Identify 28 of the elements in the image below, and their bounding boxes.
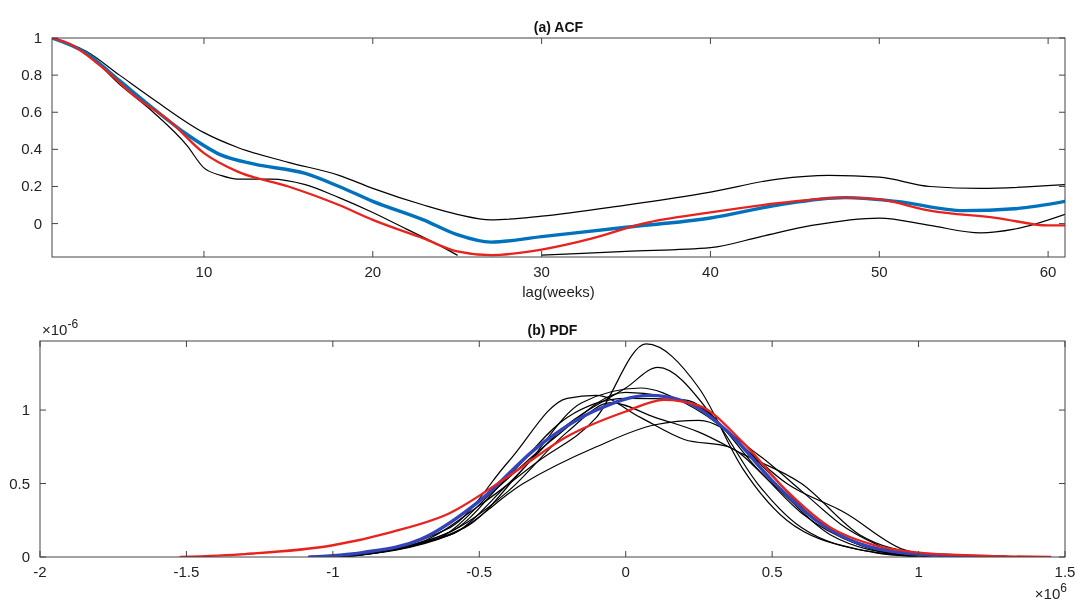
y-tick-label: 1 <box>33 29 42 46</box>
x-tick-label: 30 <box>533 263 550 280</box>
x-tick-label: 1 <box>914 563 923 580</box>
x-tick-label: 10 <box>195 263 213 280</box>
x-tick-label: 0 <box>621 563 630 580</box>
y-tick-label: 0 <box>33 214 42 232</box>
text: ×10$^{-6}$ <box>42 317 79 338</box>
x-tick-label: -1.5 <box>173 563 200 580</box>
y-tick-label: 0.4 <box>21 140 42 158</box>
y-tick-label: 0.2 <box>21 177 42 195</box>
x-tick-label: 20 <box>364 263 382 280</box>
x-tick-label: -2 <box>33 563 47 580</box>
x-tick-label: -1 <box>326 563 340 580</box>
y-tick-label: 0.8 <box>21 66 42 84</box>
x-tick-label: -0.5 <box>466 563 493 580</box>
x-tick-label: 60 <box>1039 263 1057 280</box>
x-tick-label: 0.5 <box>761 563 783 580</box>
y-tick-label: 0 <box>21 548 30 565</box>
x-tick-label: 40 <box>702 263 719 280</box>
y-tick-label: 0.5 <box>9 474 30 492</box>
y-tick-label: 1 <box>21 401 30 419</box>
chart-title: (a) ACF <box>533 19 584 35</box>
x-tick-label: 1.5 <box>1054 563 1076 580</box>
y-tick-label: 0.6 <box>21 103 42 121</box>
x-tick-label: 50 <box>870 263 888 280</box>
text: ×10$^{6}$ <box>1034 581 1068 602</box>
chart-title: (b) PDF <box>527 322 578 338</box>
x-axis-title: lag(weeks) <box>522 283 595 300</box>
